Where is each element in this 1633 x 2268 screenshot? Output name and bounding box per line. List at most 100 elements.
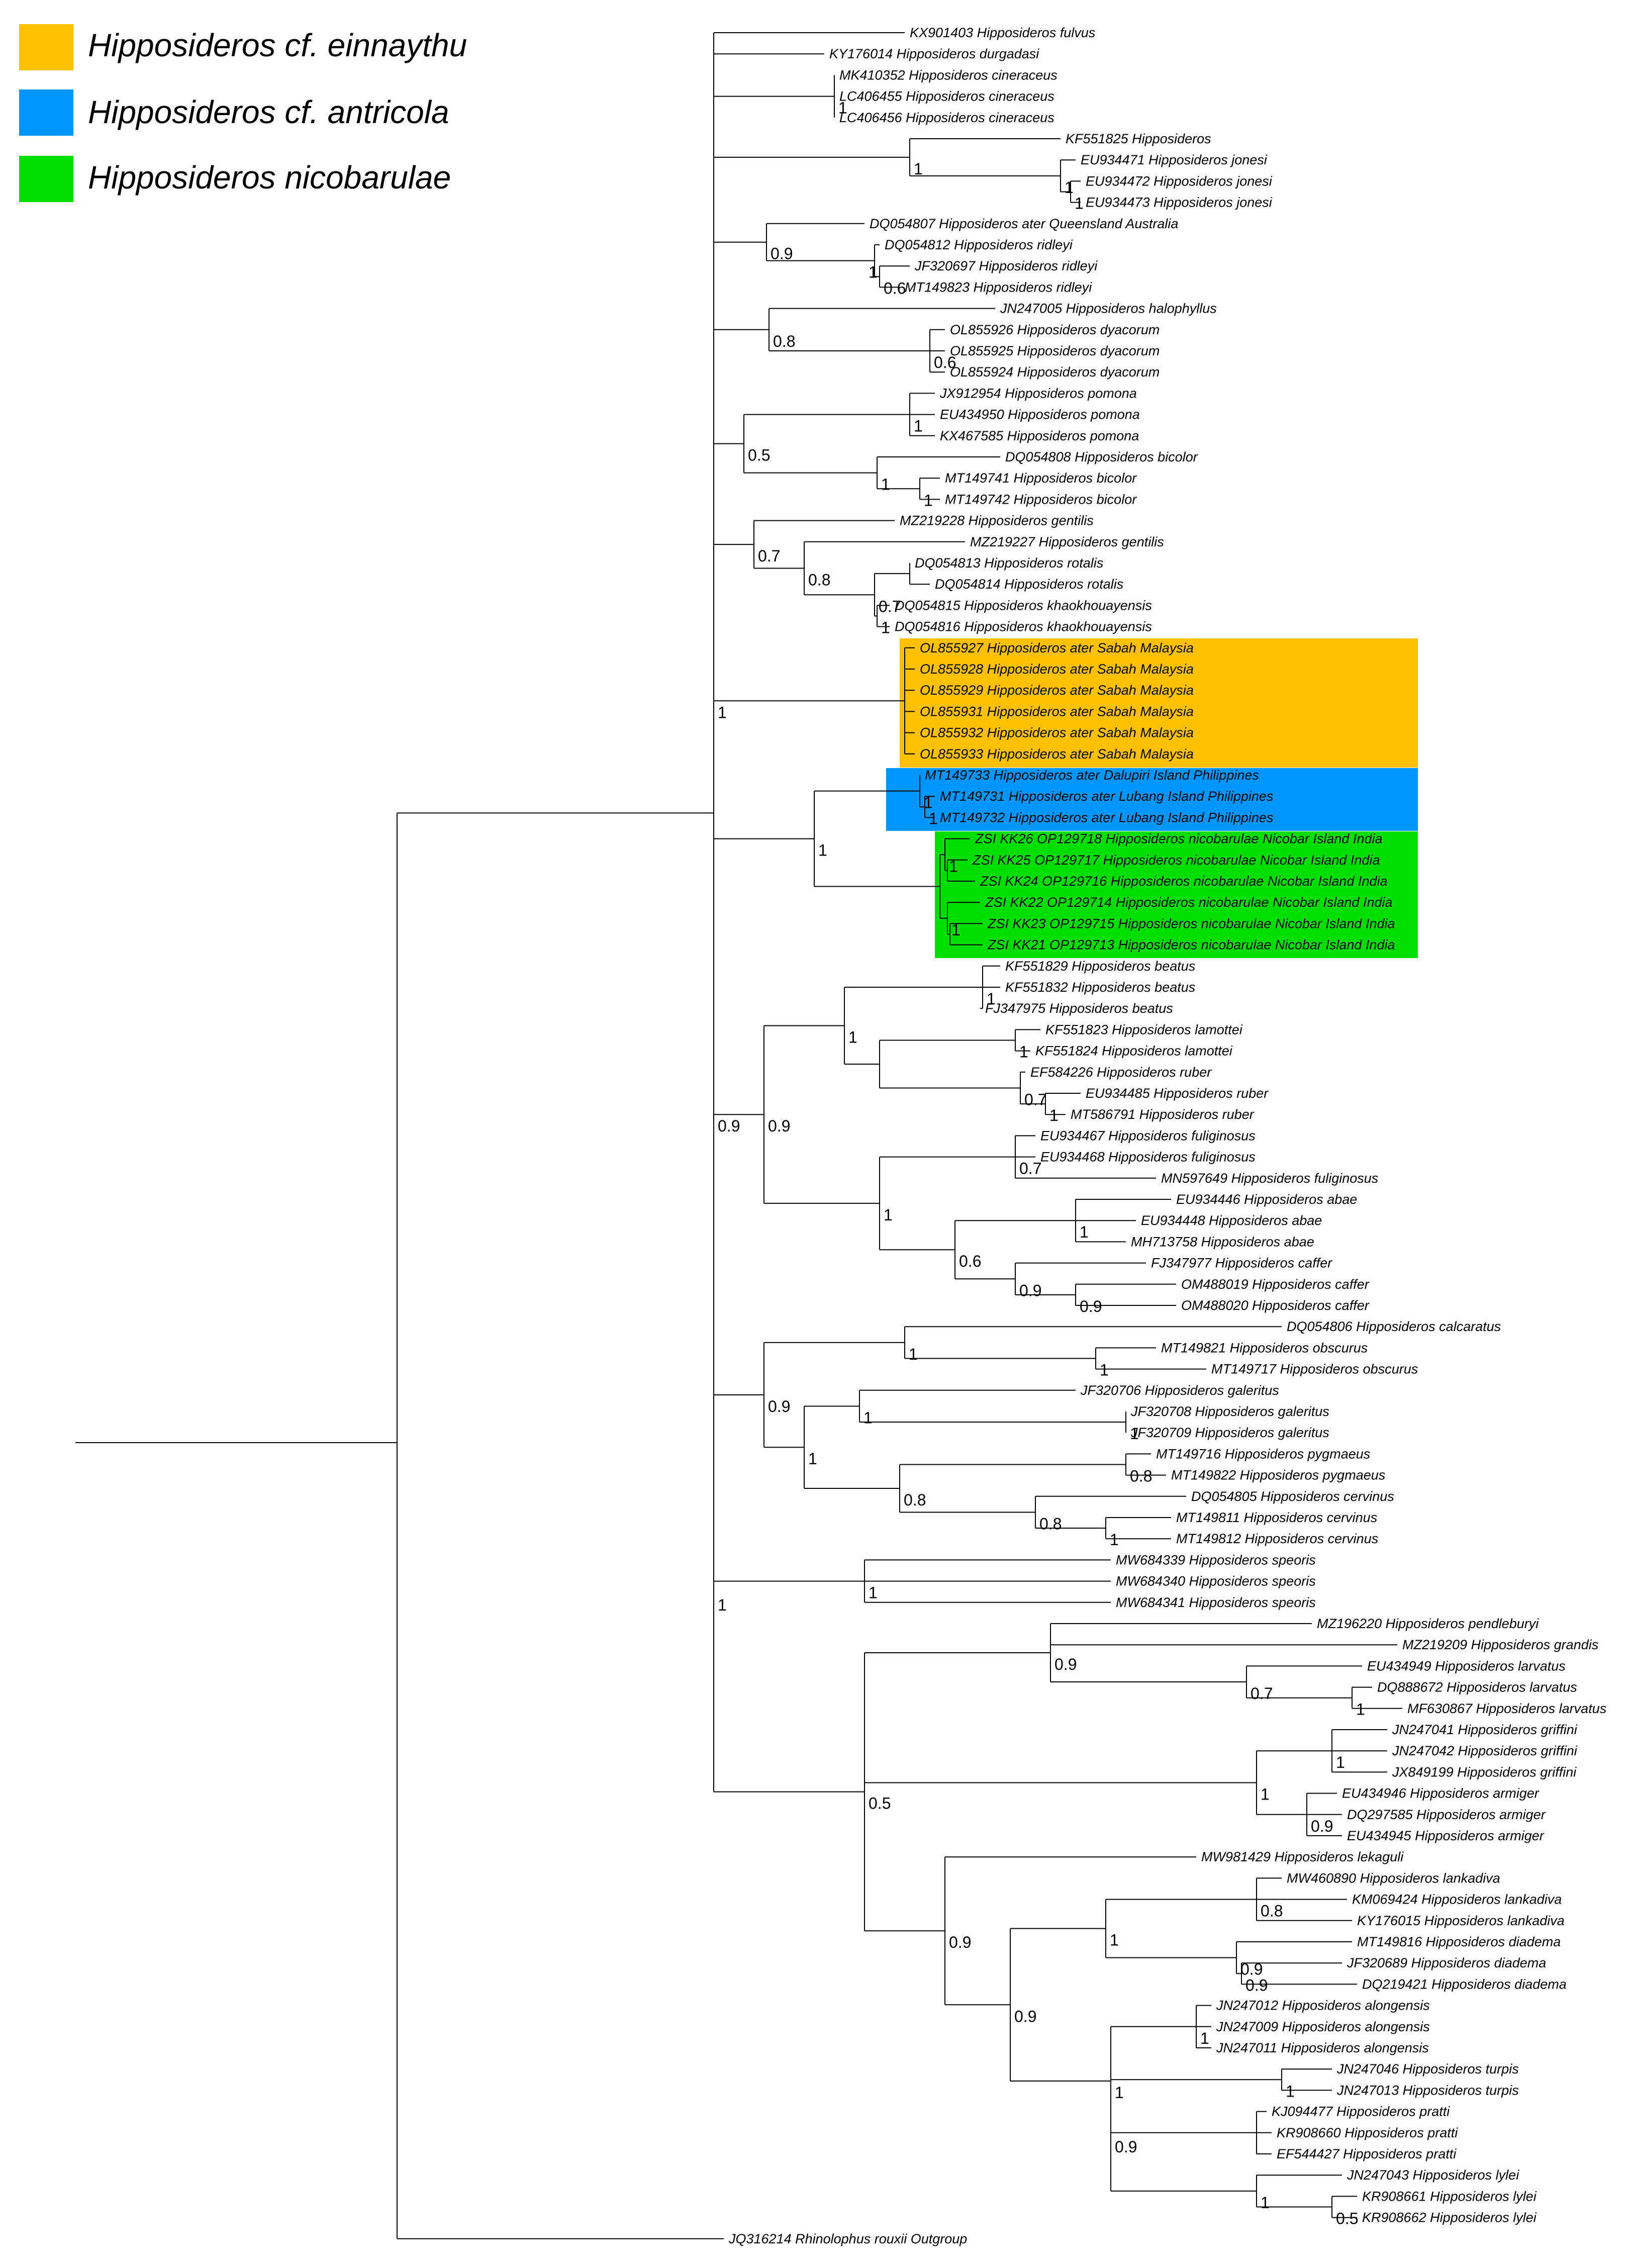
support-value: 0.8 — [1130, 1467, 1152, 1485]
support-value: 0.8 — [904, 1491, 926, 1509]
leaf-label: MW684340 Hipposideros speoris — [1116, 1574, 1316, 1589]
leaf-label: KR908662 Hipposideros lylei — [1362, 2210, 1537, 2225]
leaf-label: EU434946 Hipposideros armiger — [1342, 1786, 1540, 1801]
support-value: 0.9 — [1311, 1817, 1333, 1835]
support-value: 1 — [1019, 1043, 1028, 1061]
leaf-label: DQ054813 Hipposideros rotalis — [915, 555, 1103, 571]
leaf-label: MH713758 Hipposideros abae — [1131, 1234, 1314, 1249]
support-value: 1 — [1336, 1753, 1345, 1771]
leaf-label: MW684339 Hipposideros speoris — [1116, 1552, 1316, 1567]
leaf-label: ZSI KK21 OP129713 Hipposideros nicobarul… — [987, 937, 1395, 953]
leaf-label: OL855924 Hipposideros dyacorum — [950, 364, 1160, 380]
support-value: 1 — [924, 794, 933, 812]
legend-label-antricola: Hipposideros cf. antricola — [88, 94, 449, 130]
support-value: 1 — [951, 921, 960, 939]
leaf-label: OL855933 Hipposideros ater Sabah Malaysi… — [920, 746, 1194, 762]
leaf-label: OL855929 Hipposideros ater Sabah Malaysi… — [920, 683, 1194, 698]
support-value: 1 — [718, 1596, 727, 1614]
support-value: 1 — [1261, 2194, 1270, 2212]
leaf-label: MZ219227 Hipposideros gentilis — [970, 534, 1164, 549]
support-value: 0.9 — [1014, 2007, 1036, 2025]
leaf-label: EF544427 Hipposideros pratti — [1277, 2146, 1457, 2161]
leaf-label: MT149821 Hipposideros obscurus — [1161, 1340, 1368, 1355]
leaf-label: JN247009 Hipposideros alongensis — [1216, 2019, 1430, 2034]
support-value: 1 — [914, 417, 923, 435]
leaf-label: JN247012 Hipposideros alongensis — [1216, 1998, 1430, 2013]
leaf-label: ZSI KK23 OP129715 Hipposideros nicobarul… — [987, 916, 1395, 931]
leaf-label: MF630867 Hipposideros larvatus — [1407, 1701, 1606, 1716]
support-value: 0.7 — [1251, 1684, 1273, 1703]
leaf-label: KF551829 Hipposideros beatus — [1005, 959, 1195, 974]
leaf-label: KY176014 Hipposideros durgadasi — [829, 46, 1039, 61]
leaf-label: OM488020 Hipposideros caffer — [1181, 1298, 1370, 1313]
leaf-label: MK410352 Hipposideros cineraceus — [839, 67, 1058, 82]
support-value: 0.8 — [773, 332, 795, 350]
leaf-label: MT149717 Hipposideros obscurus — [1211, 1362, 1418, 1377]
leaf-label: MT149742 Hipposideros bicolor — [945, 492, 1137, 507]
support-value: 1 — [949, 857, 958, 875]
support-value: 1 — [818, 841, 827, 860]
support-value: 1 — [863, 1408, 873, 1427]
leaf-label: OL855927 Hipposideros ater Sabah Malaysi… — [920, 640, 1194, 655]
highlight-nicobarulae — [935, 831, 1418, 958]
leaf-label: OM488019 Hipposideros caffer — [1181, 1277, 1370, 1292]
leaf-label: KX467585 Hipposideros pomona — [940, 428, 1139, 443]
leaf-label: DQ054805 Hipposideros cervinus — [1191, 1489, 1394, 1504]
support-value: 1 — [1100, 1361, 1109, 1379]
leaf-label: MT149816 Hipposideros diadema — [1357, 1934, 1561, 1949]
leaf-label: EU934448 Hipposideros abae — [1141, 1213, 1322, 1228]
leaf-label: EU934472 Hipposideros jonesi — [1086, 173, 1273, 188]
support-value: 0.9 — [1240, 1960, 1263, 1978]
leaf-label: OL855926 Hipposideros dyacorum — [950, 322, 1160, 337]
support-value: 0.9 — [768, 1397, 790, 1415]
leaf-label: LC406456 Hipposideros cineraceus — [839, 110, 1054, 125]
leaf-label: EU934485 Hipposideros ruber — [1086, 1086, 1269, 1101]
leaf-label: OL855925 Hipposideros dyacorum — [950, 343, 1160, 358]
leaf-label: JF320706 Hipposideros galeritus — [1080, 1383, 1279, 1398]
support-value: 0.9 — [1019, 1281, 1041, 1299]
leaf-label: MT586791 Hipposideros ruber — [1071, 1107, 1255, 1122]
leaf-label: ZSI KK25 OP129717 Hipposideros nicobarul… — [972, 853, 1380, 868]
leaf-label: JX912954 Hipposideros pomona — [939, 386, 1137, 401]
support-value: 1 — [1356, 1700, 1365, 1719]
leaf-label: JF320709 Hipposideros galeritus — [1130, 1425, 1329, 1440]
support-value: 1 — [881, 619, 890, 637]
leaf-label: MW460890 Hipposideros lankadiva — [1287, 1870, 1500, 1885]
leaf-label: JN247041 Hipposideros griffini — [1392, 1722, 1578, 1737]
support-value: 1 — [1049, 1106, 1059, 1124]
leaf-label: MT149823 Hipposideros ridleyi — [905, 279, 1092, 295]
support-value: 1 — [718, 703, 727, 721]
highlight-einnaythu — [900, 638, 1418, 768]
leaf-label: KF551824 Hipposideros lamottei — [1035, 1044, 1233, 1059]
legend-label-einnaythu: Hipposideros cf. einnaythu — [88, 27, 467, 63]
leaf-label: KY176015 Hipposideros lankadiva — [1357, 1913, 1565, 1928]
leaf-label: EU934446 Hipposideros abae — [1176, 1192, 1357, 1207]
leaf-label: JN247011 Hipposideros alongensis — [1216, 2040, 1429, 2055]
leaf-label: KF551832 Hipposideros beatus — [1005, 980, 1195, 995]
legend-swatch-einnaythu — [19, 24, 73, 70]
leaf-label: EU934473 Hipposideros jonesi — [1086, 195, 1273, 210]
leaf-label: JN247013 Hipposideros turpis — [1336, 2083, 1519, 2098]
support-value: 1 — [1075, 195, 1084, 213]
support-value: 0.5 — [1336, 2210, 1358, 2228]
tree-branches — [75, 32, 1402, 2239]
support-value: 1 — [914, 160, 923, 178]
leaf-label: OL855931 Hipposideros ater Sabah Malaysi… — [920, 704, 1194, 719]
legend-label-nicobarulae: Hipposideros nicobarulae — [88, 159, 451, 196]
support-value: 0.7 — [879, 597, 901, 615]
leaf-label: KJ094477 Hipposideros pratti — [1272, 2104, 1450, 2119]
support-value: 1 — [881, 476, 890, 494]
leaf-label: MT149822 Hipposideros pygmaeus — [1171, 1468, 1385, 1483]
support-value: 1 — [869, 1584, 878, 1602]
leaf-label: KF551825 Hipposideros — [1066, 131, 1211, 146]
leaf-label: DQ054807 Hipposideros ater Queensland Au… — [870, 216, 1178, 231]
support-value: 0.7 — [758, 547, 780, 565]
leaf-label: EU934467 Hipposideros fuliginosus — [1040, 1128, 1256, 1143]
leaf-label: EU434950 Hipposideros pomona — [940, 407, 1140, 422]
support-value: 1 — [869, 263, 878, 281]
support-value: 0.9 — [768, 1117, 790, 1135]
support-value: 1 — [1200, 2029, 1209, 2047]
support-value: 0.9 — [1080, 1297, 1102, 1315]
support-value: 0.8 — [808, 571, 830, 589]
